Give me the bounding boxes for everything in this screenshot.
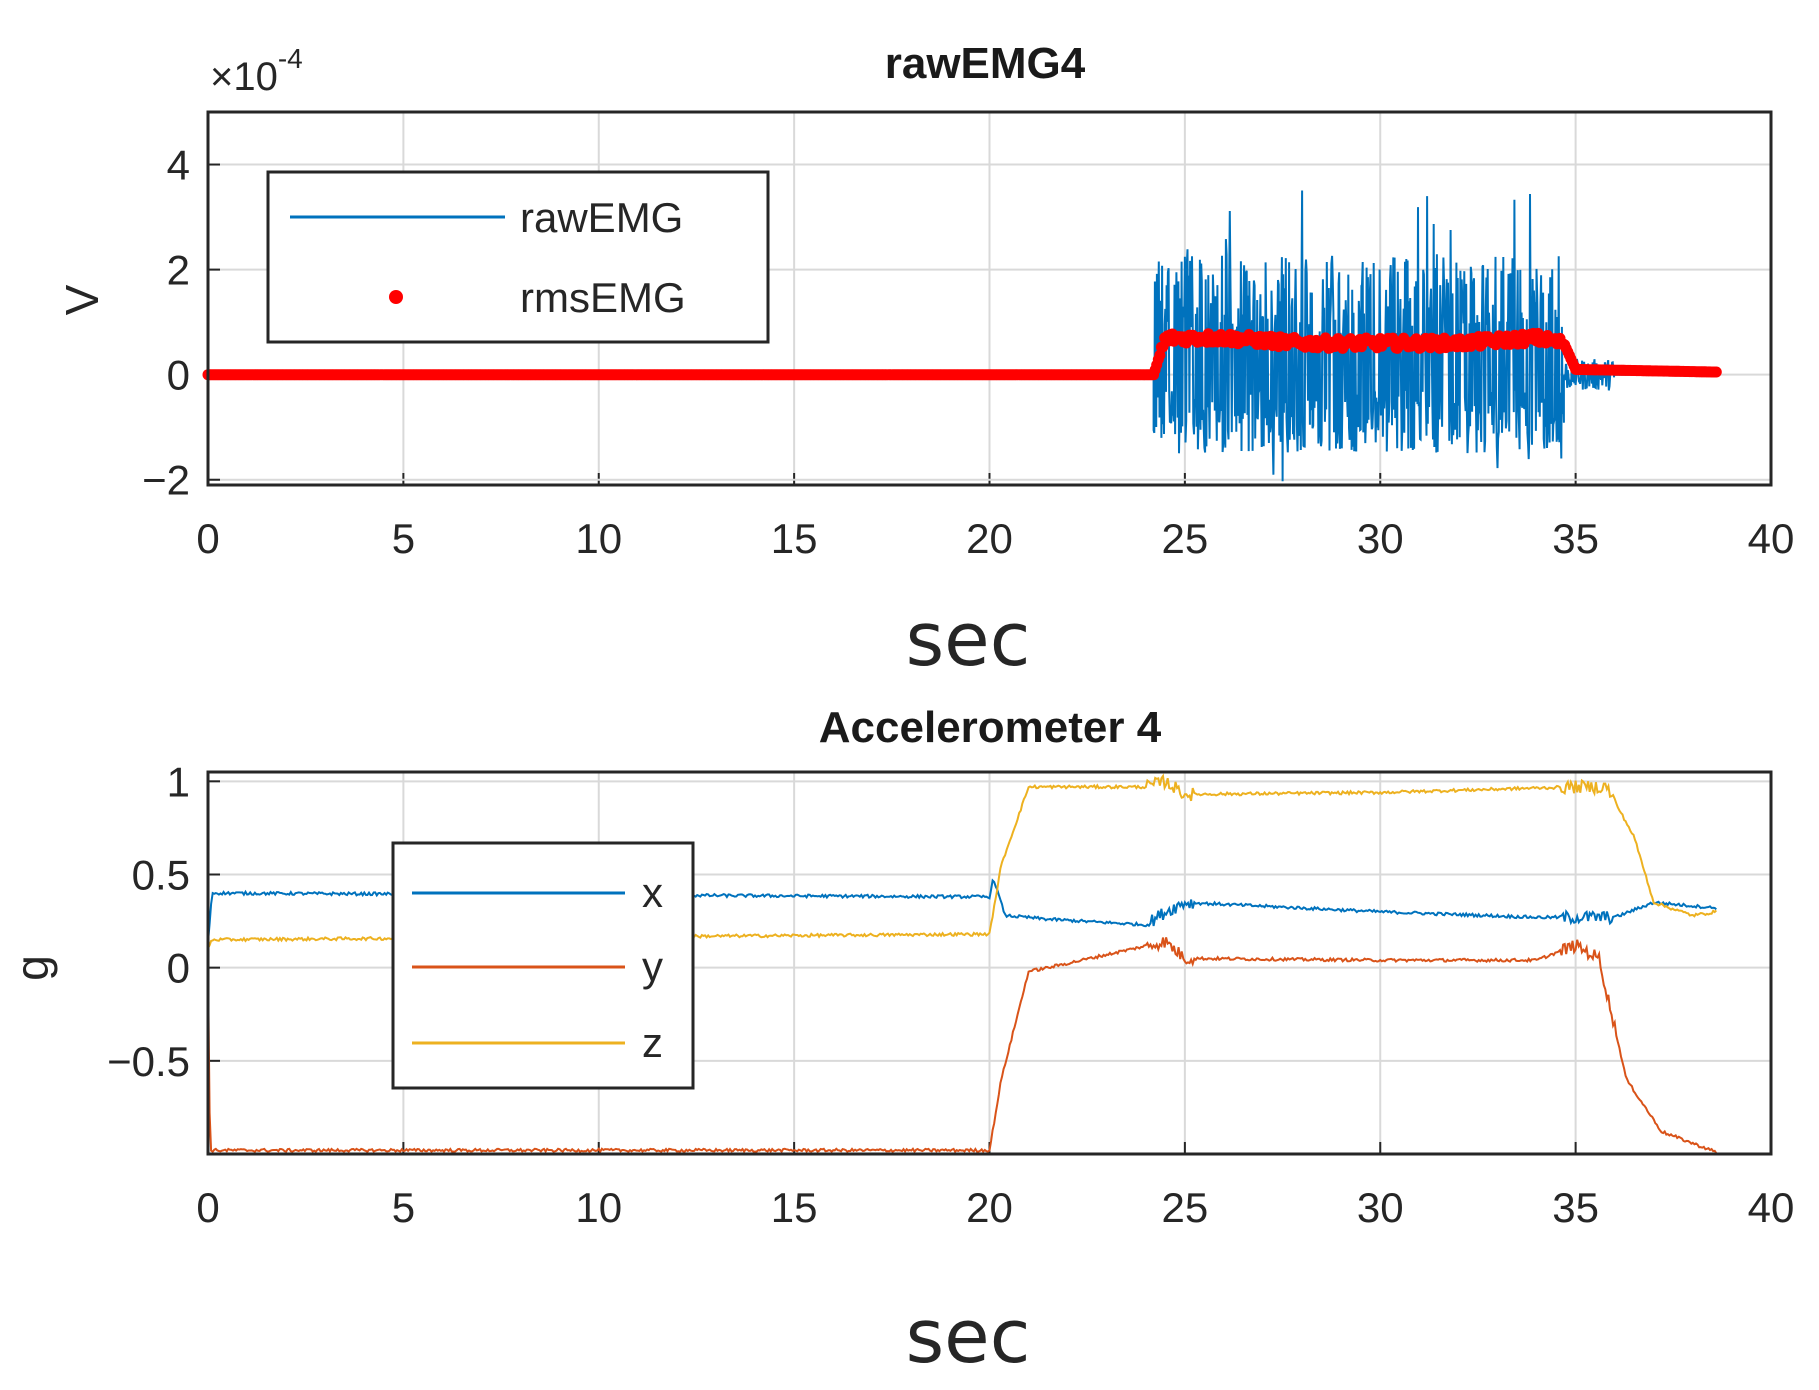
x-tick-label: 0: [196, 515, 219, 562]
x-tick-label: 20: [966, 515, 1013, 562]
legend-swatch-rmsemg: [389, 290, 403, 304]
x-tick-label: 35: [1552, 1184, 1599, 1231]
y-tick-label: 4: [167, 142, 190, 189]
accel-legend: x y z: [391, 841, 695, 1090]
accel-plot: Accelerometer 4 0 5 10 15 20 25 30 35 40 1 0.5 0 −0…: [6, 703, 1794, 1380]
x-tick-label: 25: [1162, 515, 1209, 562]
accel-plot-title: Accelerometer 4: [819, 703, 1162, 752]
emg-legend: rawEMG rmsEMG: [266, 170, 770, 344]
x-tick-label: 30: [1357, 1184, 1404, 1231]
x-tick-label: 15: [771, 1184, 818, 1231]
x-tick-label: 35: [1552, 515, 1599, 562]
y-tick-label: 0.5: [132, 851, 190, 898]
accel-axes-box: [206, 770, 1773, 1156]
x-tick-label: 30: [1357, 515, 1404, 562]
emg-plot-title: rawEMG4: [885, 39, 1086, 88]
emg-legend-box: [266, 170, 770, 344]
series-markers-rmsemg: [202, 327, 1722, 381]
x-tick-label: 5: [392, 515, 415, 562]
y-tick-label: 2: [167, 247, 190, 294]
legend-label-y: y: [642, 943, 663, 990]
accel-x-axis-label: sec: [906, 1294, 1031, 1380]
legend-label-x: x: [642, 869, 663, 916]
x-tick-label: 0: [196, 1184, 219, 1231]
y-tick-label: 0: [167, 352, 190, 399]
accel-y-axis-label: g: [6, 955, 58, 981]
series-line-y: [207, 937, 1718, 1154]
x-tick-label: 10: [575, 515, 622, 562]
x-tick-label: 5: [392, 1184, 415, 1231]
legend-label-z: z: [642, 1019, 663, 1066]
y-tick-label: 0: [167, 945, 190, 992]
emg-y-exponent: ×10-4: [210, 43, 303, 99]
y-tick-label: −2: [142, 457, 190, 504]
legend-label-rmsemg: rmsEMG: [520, 274, 686, 321]
x-tick-label: 40: [1748, 515, 1795, 562]
x-tick-label: 20: [966, 1184, 1013, 1231]
y-tick-label: 1: [167, 758, 190, 805]
x-tick-label: 10: [575, 1184, 622, 1231]
x-tick-label: 25: [1162, 1184, 1209, 1231]
x-tick-label: 40: [1748, 1184, 1795, 1231]
emg-series: [202, 190, 1722, 482]
emg-x-tick-labels: 0 5 10 15 20 25 30 35 40: [196, 515, 1794, 562]
x-tick-label: 15: [771, 515, 818, 562]
emg-x-axis-label: sec: [906, 597, 1031, 683]
y-tick-label: −0.5: [107, 1038, 190, 1085]
emg-y-tick-labels: −2 0 2 4: [142, 142, 190, 504]
rmsemg-point: [1710, 366, 1722, 378]
accel-y-tick-labels: 1 0.5 0 −0.5: [107, 758, 190, 1085]
emg-y-axis-label: V: [56, 284, 108, 315]
emg-axes-box: [206, 110, 1773, 487]
accel-x-tick-labels: 0 5 10 15 20 25 30 35 40: [196, 1184, 1794, 1231]
legend-label-rawemg: rawEMG: [520, 194, 683, 241]
